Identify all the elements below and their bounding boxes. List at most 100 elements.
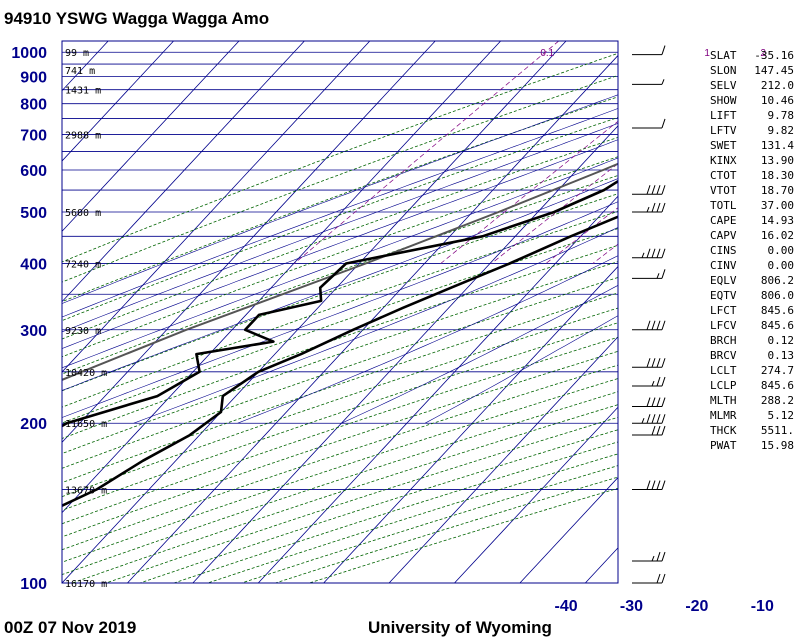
- wind-barb-full: [661, 376, 666, 387]
- index-value: 13.90: [760, 154, 794, 167]
- wind-barb-half: [651, 380, 655, 387]
- isotherm-line: [388, 336, 618, 583]
- height-label: 11650 m: [65, 419, 107, 430]
- index-name: PWAT: [710, 439, 737, 452]
- wind-barb-full: [661, 320, 666, 330]
- index-value: 806.0: [760, 289, 794, 302]
- index-value: 845.6: [760, 379, 794, 392]
- wind-barb-full: [651, 320, 656, 330]
- wind-barb: [632, 118, 666, 129]
- index-row: SHOW 10.46: [710, 93, 794, 108]
- wind-barb-full: [656, 397, 661, 407]
- temperature-tick-label: -30: [620, 598, 643, 615]
- index-name: CAPV: [710, 229, 737, 242]
- wind-barb-full: [661, 248, 666, 258]
- pressure-axis: 100 200 300 400 500 600 700 800 900 1000: [11, 45, 47, 593]
- dry-adiabat-line: [62, 156, 618, 358]
- wind-barb-half: [641, 418, 645, 424]
- index-name: SWET: [710, 139, 737, 152]
- isotherm-line: [192, 125, 618, 583]
- isotherm-line: [127, 54, 618, 583]
- wind-barb-full: [646, 358, 651, 368]
- index-row: LFCT 845.6: [710, 303, 794, 318]
- pressure-tick-label: 100: [20, 576, 47, 593]
- index-value: 845.6: [760, 319, 794, 332]
- index-value: 0.00: [767, 259, 795, 272]
- dry-adiabat-line: [62, 74, 618, 283]
- index-row: SWET 131.4: [710, 138, 794, 153]
- index-value: 5511.: [760, 424, 794, 437]
- index-row: MLTH 288.2: [710, 393, 794, 408]
- wind-barb-half: [661, 79, 665, 85]
- wind-barb-full: [656, 320, 661, 330]
- dry-adiabat-line: [62, 244, 618, 439]
- index-row: EQLV 806.2: [710, 273, 794, 288]
- wind-barb-full: [656, 573, 661, 584]
- wind-barb-full: [661, 425, 666, 436]
- source-credit: University of Wyoming: [368, 618, 552, 637]
- index-name: LCLP: [710, 379, 737, 392]
- index-row: TOTL 37.00: [710, 198, 794, 213]
- index-value: 147.45: [754, 64, 794, 77]
- wind-barb: [632, 202, 666, 213]
- wind-barb-full: [656, 376, 661, 387]
- moist-adiabat-line: [62, 157, 618, 369]
- isotherm-line: [323, 265, 618, 583]
- index-row: SLON 147.45: [710, 63, 794, 78]
- pressure-tick-label: 600: [20, 163, 47, 180]
- wind-barb-full: [651, 425, 656, 436]
- height-label: 1431 m: [65, 86, 101, 97]
- wind-barb-full: [646, 414, 651, 424]
- wind-barb: [632, 320, 666, 331]
- wind-barb-full: [661, 414, 666, 424]
- dry-adiabat-line: [62, 277, 618, 469]
- index-value: 0.13: [767, 349, 795, 362]
- moist-adiabat-line: [62, 94, 618, 304]
- isotherm-line: [62, 41, 501, 514]
- plot-frame: [61, 40, 619, 584]
- wind-barb-full: [656, 202, 661, 213]
- pressure-tick-label: 800: [20, 97, 47, 114]
- wind-barb-half: [641, 252, 645, 258]
- moist-adiabat-line: [341, 285, 618, 424]
- index-name: BRCV: [710, 349, 737, 362]
- grid-lines: [0, 41, 618, 583]
- moist-adiabat-line: [62, 122, 618, 333]
- index-name: CINS: [710, 244, 737, 257]
- index-name: LCLT: [710, 364, 737, 377]
- wind-barb: [632, 551, 666, 562]
- wind-barb-full: [656, 425, 661, 436]
- index-row: CAPE 14.93: [710, 213, 794, 228]
- index-name: MLTH: [710, 394, 737, 407]
- wind-barb-full: [651, 185, 656, 195]
- wind-barb: [632, 45, 666, 56]
- stability-indices-panel: SLAT -35.16 SLON 147.45 SELV 212.0 SHOW 10.46 LI…: [710, 48, 794, 453]
- index-name: EQLV: [710, 274, 737, 287]
- index-row: BRCH 0.12: [710, 333, 794, 348]
- index-value: 9.82: [767, 124, 795, 137]
- isotherm-line: [454, 406, 618, 583]
- isotherm-line: [257, 195, 618, 583]
- wind-barb-full: [656, 185, 661, 195]
- wind-barb: [632, 185, 666, 195]
- wind-barb-full: [661, 202, 666, 213]
- isotherm-line: [62, 41, 436, 443]
- index-value: 806.2: [760, 274, 794, 287]
- isotherm-line: [62, 41, 371, 373]
- isotherm-line: [0, 41, 43, 583]
- index-value: 131.4: [760, 139, 794, 152]
- isotherm-line: [62, 41, 305, 303]
- index-value: 37.00: [760, 199, 794, 212]
- index-row: LFCV 845.6: [710, 318, 794, 333]
- index-row: LCLT 274.7: [710, 363, 794, 378]
- pressure-tick-label: 400: [20, 256, 47, 273]
- index-name: SLAT: [710, 49, 737, 62]
- dry-adiabat-line: [62, 261, 618, 455]
- isotherm-line: [62, 41, 240, 232]
- wind-barb-half: [656, 273, 660, 279]
- index-value: 16.02: [760, 229, 794, 242]
- wind-barb-full: [661, 358, 666, 368]
- wind-barb-full: [661, 397, 666, 407]
- index-row: CTOT 18.30: [710, 168, 794, 183]
